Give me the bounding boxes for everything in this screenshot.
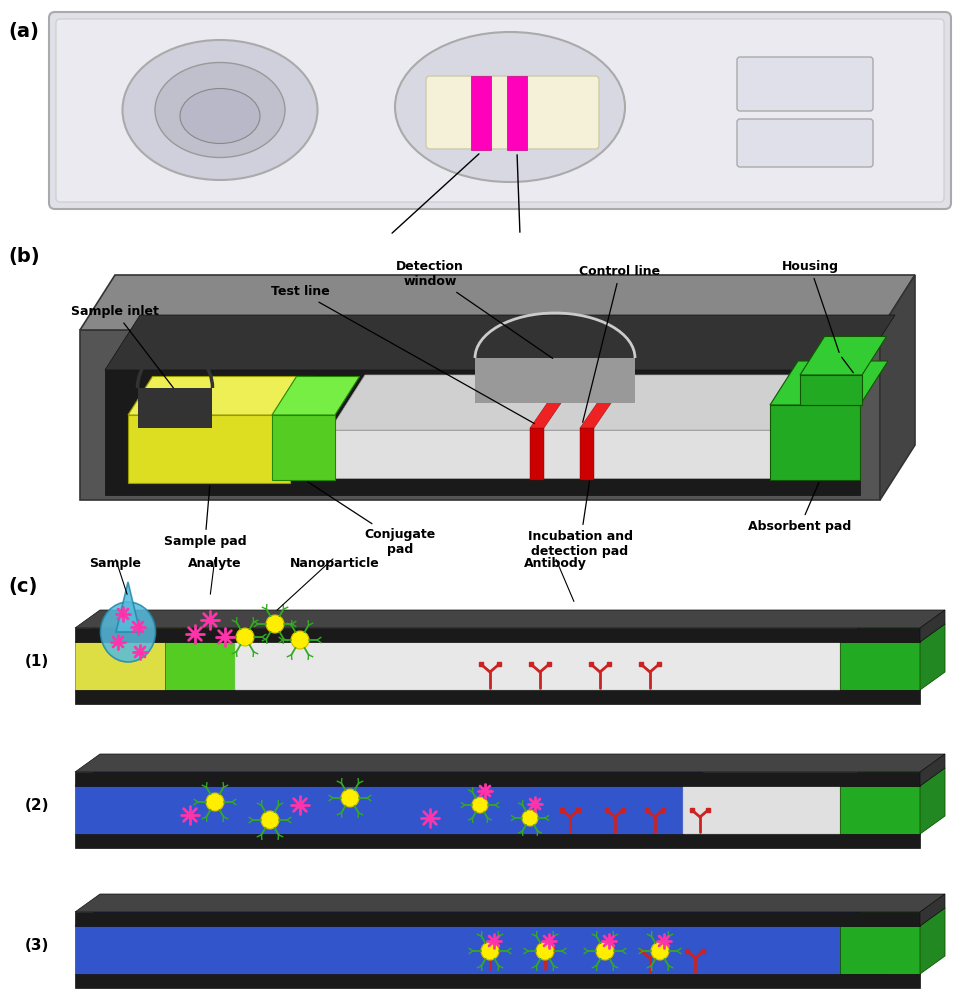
Ellipse shape — [155, 63, 285, 158]
Text: Sample inlet: Sample inlet — [71, 305, 174, 388]
Polygon shape — [165, 624, 260, 642]
FancyBboxPatch shape — [737, 57, 873, 111]
Polygon shape — [920, 894, 945, 926]
Polygon shape — [920, 908, 945, 974]
Text: Absorbent pad: Absorbent pad — [749, 483, 851, 533]
Polygon shape — [80, 275, 915, 330]
Polygon shape — [580, 428, 594, 480]
Polygon shape — [770, 361, 888, 405]
Polygon shape — [105, 370, 860, 495]
Polygon shape — [75, 926, 886, 974]
Polygon shape — [165, 642, 235, 690]
Polygon shape — [235, 624, 865, 642]
Polygon shape — [840, 642, 920, 690]
FancyBboxPatch shape — [426, 76, 599, 149]
Polygon shape — [272, 415, 335, 480]
Circle shape — [651, 942, 669, 960]
Polygon shape — [235, 642, 840, 690]
Text: Incubation and
detection pad: Incubation and detection pad — [527, 481, 633, 558]
Polygon shape — [530, 428, 544, 480]
FancyBboxPatch shape — [49, 12, 951, 209]
Polygon shape — [75, 610, 945, 628]
Polygon shape — [116, 582, 140, 632]
Polygon shape — [580, 377, 629, 428]
Polygon shape — [138, 388, 212, 428]
Circle shape — [472, 797, 488, 813]
Text: (c): (c) — [8, 577, 37, 596]
Text: (3): (3) — [25, 937, 50, 952]
Text: Antibody: Antibody — [524, 557, 586, 570]
Circle shape — [536, 942, 554, 960]
Circle shape — [266, 615, 284, 633]
Text: Conjugate
pad: Conjugate pad — [307, 482, 436, 556]
Polygon shape — [840, 786, 920, 834]
Circle shape — [596, 942, 614, 960]
Polygon shape — [75, 908, 912, 926]
Circle shape — [522, 810, 538, 826]
Bar — [507, 76, 527, 150]
Text: Test line: Test line — [271, 285, 534, 424]
Text: Detection
window: Detection window — [396, 260, 553, 359]
Circle shape — [341, 789, 359, 807]
Circle shape — [291, 631, 309, 649]
Polygon shape — [128, 377, 315, 415]
Polygon shape — [800, 337, 886, 375]
Circle shape — [236, 628, 254, 646]
Text: Nanoparticle: Nanoparticle — [291, 557, 380, 570]
Polygon shape — [75, 834, 920, 848]
Polygon shape — [770, 405, 860, 480]
Polygon shape — [75, 912, 920, 926]
Polygon shape — [920, 768, 945, 834]
Polygon shape — [475, 358, 635, 403]
Polygon shape — [530, 377, 579, 428]
Polygon shape — [75, 974, 920, 988]
Polygon shape — [840, 908, 945, 926]
Ellipse shape — [395, 32, 625, 182]
Ellipse shape — [123, 40, 318, 180]
Polygon shape — [330, 430, 820, 478]
Polygon shape — [920, 754, 945, 786]
FancyBboxPatch shape — [737, 119, 873, 167]
Text: Sample pad: Sample pad — [164, 486, 247, 548]
Polygon shape — [75, 754, 945, 772]
Polygon shape — [800, 375, 862, 405]
Text: Control line: Control line — [579, 265, 661, 423]
Polygon shape — [840, 926, 920, 974]
Polygon shape — [105, 315, 895, 370]
Polygon shape — [75, 628, 920, 642]
Circle shape — [206, 793, 224, 811]
Text: (a): (a) — [8, 22, 39, 41]
Polygon shape — [880, 275, 915, 500]
Polygon shape — [75, 624, 190, 642]
Polygon shape — [75, 642, 165, 690]
Text: Sample: Sample — [89, 557, 141, 570]
Ellipse shape — [180, 89, 260, 144]
Polygon shape — [683, 786, 840, 834]
Text: (2): (2) — [25, 798, 50, 813]
Ellipse shape — [100, 602, 155, 662]
Text: (b): (b) — [8, 247, 40, 266]
Polygon shape — [75, 772, 920, 786]
Circle shape — [481, 942, 499, 960]
Text: Analyte: Analyte — [188, 557, 242, 570]
Polygon shape — [272, 377, 360, 415]
Polygon shape — [920, 624, 945, 690]
Polygon shape — [75, 894, 945, 912]
Polygon shape — [840, 624, 945, 642]
Polygon shape — [75, 690, 920, 704]
Polygon shape — [128, 415, 290, 483]
Polygon shape — [330, 375, 855, 430]
FancyBboxPatch shape — [56, 19, 944, 202]
Polygon shape — [75, 786, 683, 834]
Polygon shape — [75, 768, 709, 786]
Polygon shape — [840, 768, 945, 786]
Text: Housing: Housing — [782, 260, 839, 352]
Circle shape — [261, 811, 279, 829]
Polygon shape — [80, 330, 880, 500]
Bar — [471, 76, 491, 150]
Polygon shape — [920, 610, 945, 642]
Text: (1): (1) — [25, 653, 50, 669]
